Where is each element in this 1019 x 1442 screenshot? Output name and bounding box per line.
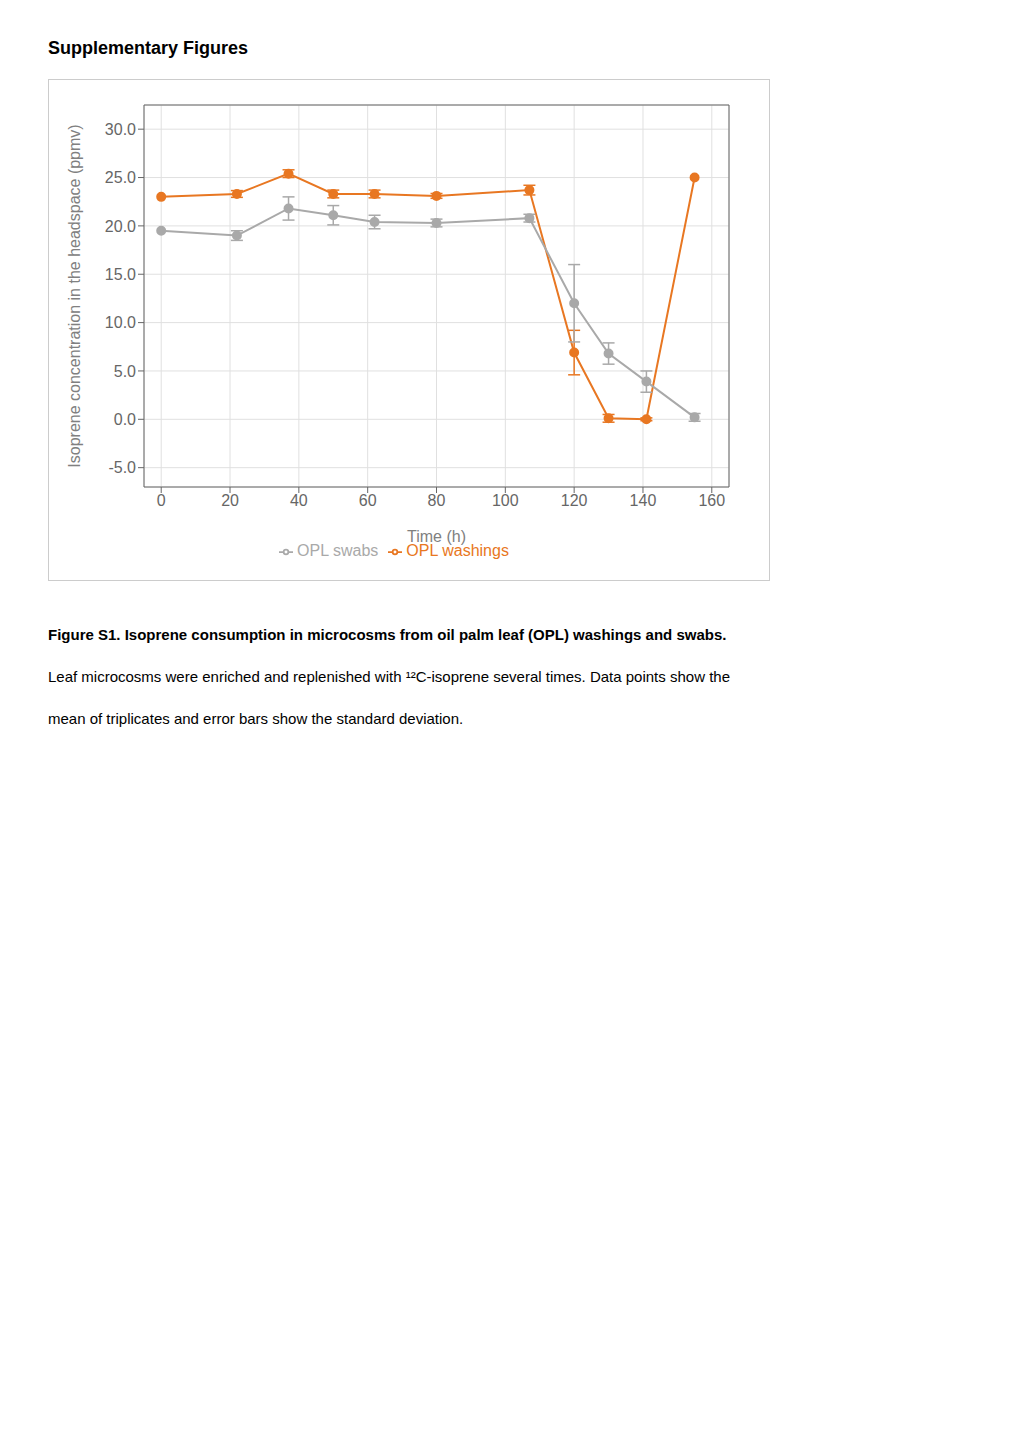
svg-text:Time (h): Time (h) bbox=[407, 528, 466, 545]
svg-text:140: 140 bbox=[630, 492, 657, 509]
svg-text:160: 160 bbox=[698, 492, 725, 509]
svg-text:40: 40 bbox=[290, 492, 308, 509]
svg-text:60: 60 bbox=[359, 492, 377, 509]
svg-text:-5.0: -5.0 bbox=[108, 459, 136, 476]
svg-text:5.0: 5.0 bbox=[114, 363, 136, 380]
html-text:Figure S1. Isoprene consumptio: Figure S1. Isoprene consumption in micro… bbox=[48, 626, 727, 643]
svg-text:80: 80 bbox=[428, 492, 446, 509]
svg-text:30.0: 30.0 bbox=[105, 121, 136, 138]
svg-text:120: 120 bbox=[561, 492, 588, 509]
svg-text:20.0: 20.0 bbox=[105, 218, 136, 235]
svg-text:10.0: 10.0 bbox=[105, 314, 136, 331]
svg-text:0.0: 0.0 bbox=[114, 411, 136, 428]
svg-text:25.0: 25.0 bbox=[105, 169, 136, 186]
html-text:OPL washings: OPL washings bbox=[406, 542, 509, 559]
svg-text:0: 0 bbox=[157, 492, 166, 509]
svg-text:15.0: 15.0 bbox=[105, 266, 136, 283]
html-text:mean of triplicates and error: mean of triplicates and error bars show … bbox=[48, 710, 464, 727]
svg-text:100: 100 bbox=[492, 492, 519, 509]
svg-text:Isoprene concentration in the: Isoprene concentration in the headspace … bbox=[66, 124, 83, 467]
html-text:Leaf microcosms were enriched: Leaf microcosms were enriched and replen… bbox=[48, 668, 730, 685]
html-text:OPL swabs: OPL swabs bbox=[297, 542, 379, 559]
svg-text:20: 20 bbox=[221, 492, 239, 509]
html-text:Supplementary Figures: Supplementary Figures bbox=[48, 38, 249, 58]
